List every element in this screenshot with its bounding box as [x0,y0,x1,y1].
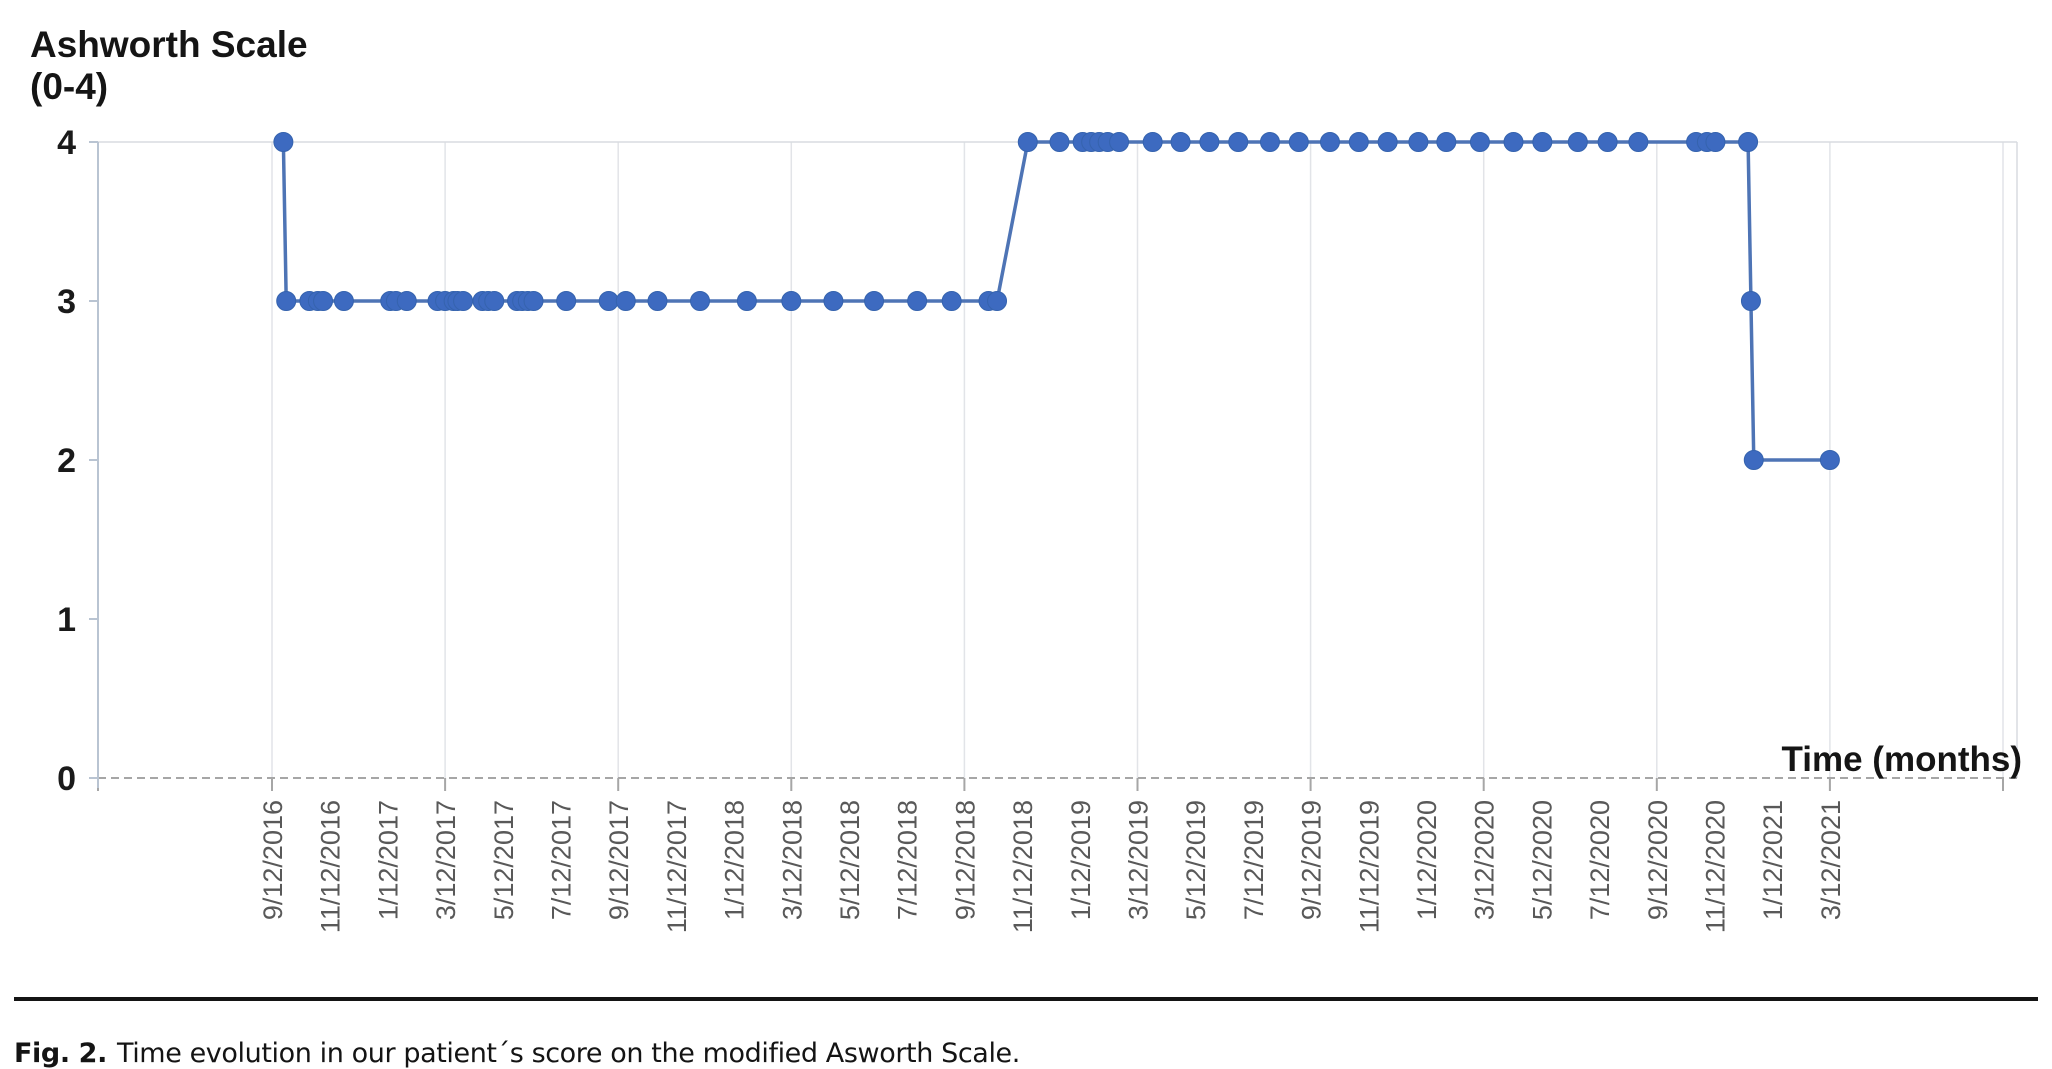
x-tick-label: 3/12/2018 [777,800,807,920]
data-point-marker [1705,132,1726,152]
data-point-marker [647,291,668,311]
x-tick-label: 1/12/2019 [1066,800,1096,920]
x-tick-label: 9/12/2017 [604,800,634,920]
data-point-marker [736,291,757,311]
y-axis-title-line1: Ashworth Scale [30,24,308,65]
x-tick-label: 1/12/2018 [720,800,750,920]
data-point-marker [1743,450,1764,470]
data-point-marker [1049,132,1070,152]
data-point-marker [907,291,928,311]
data-point-marker [1597,132,1618,152]
data-point-marker [1567,132,1588,152]
x-tick-label: 7/12/2020 [1585,800,1615,920]
x-tick-label: 11/12/2018 [1008,800,1038,933]
data-point-marker [1348,132,1369,152]
data-point-marker [1740,291,1761,311]
data-point-marker [333,291,354,311]
data-point-marker [781,291,802,311]
x-tick-label: 1/12/2021 [1758,800,1788,920]
data-point-marker [556,291,577,311]
y-tick-label: 0 [57,760,76,798]
y-tick-label: 4 [57,124,76,162]
y-axis-title-line2: (0-4) [30,66,109,107]
x-tick-label: 5/12/2020 [1527,800,1557,920]
data-point-marker [523,291,544,311]
data-point-marker [273,132,294,152]
x-tick-label: 3/12/2017 [431,800,461,920]
x-tick-label: 1/12/2020 [1412,800,1442,920]
x-tick-label: 3/12/2019 [1124,800,1154,920]
figure-caption-text: Time evolution in our patient´s score on… [116,1038,1020,1069]
data-point-marker [453,291,474,311]
x-tick-label: 9/12/2018 [950,800,980,920]
data-point-marker [1199,132,1220,152]
data-point-marker [1503,132,1524,152]
data-point-marker [823,291,844,311]
data-point-marker [864,291,885,311]
x-tick-label: 11/12/2020 [1701,800,1731,933]
data-point-marker [1109,132,1130,152]
data-point-marker [1408,132,1429,152]
x-axis-title: Time (months) [1781,740,2022,779]
y-tick-label: 1 [57,601,76,639]
data-point-marker [1288,132,1309,152]
data-point-marker [1469,132,1490,152]
x-tick-label: 3/12/2020 [1470,800,1500,920]
x-tick-label: 7/12/2017 [547,800,577,920]
data-point-marker [1228,132,1249,152]
data-point-marker [941,291,962,311]
x-tick-label: 9/12/2019 [1297,800,1327,920]
y-axis-title: Ashworth Scale (0-4) [30,24,308,108]
x-tick-label: 11/12/2016 [316,800,346,933]
data-point-marker [484,291,505,311]
data-point-marker [1628,132,1649,152]
data-point-marker [987,291,1008,311]
data-point-marker [615,291,636,311]
data-point-marker [1170,132,1191,152]
x-tick-label: 5/12/2018 [835,800,865,920]
x-tick-label: 5/12/2017 [489,800,519,920]
data-point-marker [276,291,297,311]
data-point-marker [1436,132,1457,152]
data-point-marker [1017,132,1038,152]
x-tick-label: 9/12/2020 [1643,800,1673,920]
y-tick-label: 3 [57,283,76,321]
data-point-marker [1319,132,1340,152]
x-tick-label: 7/12/2018 [893,800,923,920]
caption-divider [14,997,2038,1001]
x-tick-label: 9/12/2016 [258,800,288,920]
data-point-marker [1738,132,1759,152]
data-point-marker [598,291,619,311]
x-tick-label: 11/12/2017 [662,800,692,933]
x-tick-label: 11/12/2019 [1354,800,1384,933]
x-tick-label: 7/12/2019 [1239,800,1269,920]
data-point-marker [396,291,417,311]
y-tick-label: 2 [57,442,76,480]
data-point-marker [1532,132,1553,152]
x-tick-label: 1/12/2017 [373,800,403,920]
data-point-marker [313,291,334,311]
data-point-marker [1142,132,1163,152]
data-point-marker [1819,450,1840,470]
figure-caption: Fig. 2. Time evolution in our patient´s s… [14,1038,1020,1069]
data-point-marker [1259,132,1280,152]
x-tick-label: 5/12/2019 [1181,800,1211,920]
data-point-marker [1377,132,1398,152]
figure-caption-label: Fig. 2. [14,1038,107,1069]
x-tick-label: 3/12/2021 [1816,800,1846,920]
data-point-marker [690,291,711,311]
